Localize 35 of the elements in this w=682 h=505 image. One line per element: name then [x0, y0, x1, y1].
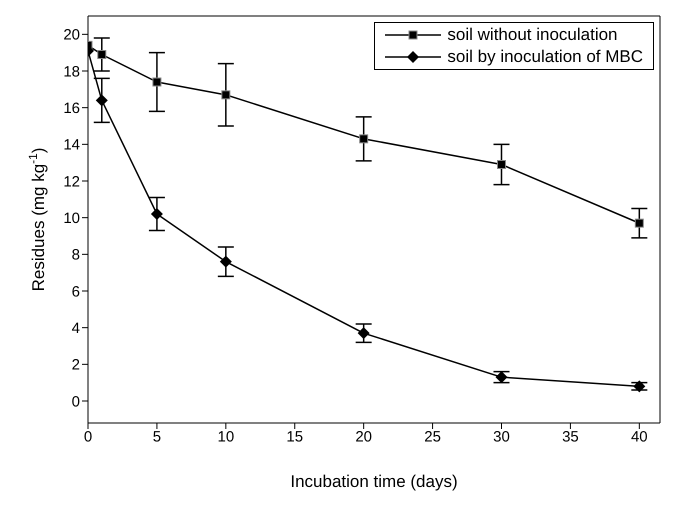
x-tick-label: 15: [286, 428, 304, 446]
x-tick-label: 25: [424, 428, 441, 446]
point: [221, 90, 230, 100]
point: [633, 380, 646, 392]
point: [496, 160, 506, 169]
point: [150, 208, 163, 220]
point: [220, 256, 232, 268]
y-tick-label: 4: [72, 320, 80, 337]
point: [97, 50, 106, 59]
point: [634, 218, 644, 228]
x-tick-label: 20: [355, 428, 372, 446]
point: [358, 327, 370, 340]
y-tick-label: 8: [72, 246, 80, 264]
x-axis-title: Incubation time (days): [290, 472, 458, 491]
y-tick-label: 0: [72, 393, 80, 410]
legend-label: soil by inoculation of MBC: [447, 46, 643, 68]
x-tick-label: 5: [152, 428, 162, 446]
y-tick-label: 20: [63, 26, 80, 44]
x-tick-label: 30: [493, 428, 510, 446]
legend-label: soil without inoculation: [447, 24, 618, 46]
y-tick-label: 18: [63, 63, 80, 80]
y-tick-label: 10: [63, 210, 80, 227]
y-tick-label: 16: [63, 100, 80, 117]
y-tick-label: 12: [63, 173, 80, 190]
y-tick-label: 14: [63, 136, 80, 154]
y-tick-label: 2: [72, 356, 80, 374]
x-tick-label: 35: [562, 428, 579, 446]
point: [96, 94, 108, 106]
point: [359, 134, 368, 144]
x-tick-label: 0: [84, 428, 92, 446]
y-tick-label: 6: [72, 283, 80, 300]
point: [495, 371, 508, 384]
point: [152, 78, 162, 86]
x-tick-label: 10: [217, 428, 234, 446]
x-tick-label: 40: [630, 428, 648, 446]
